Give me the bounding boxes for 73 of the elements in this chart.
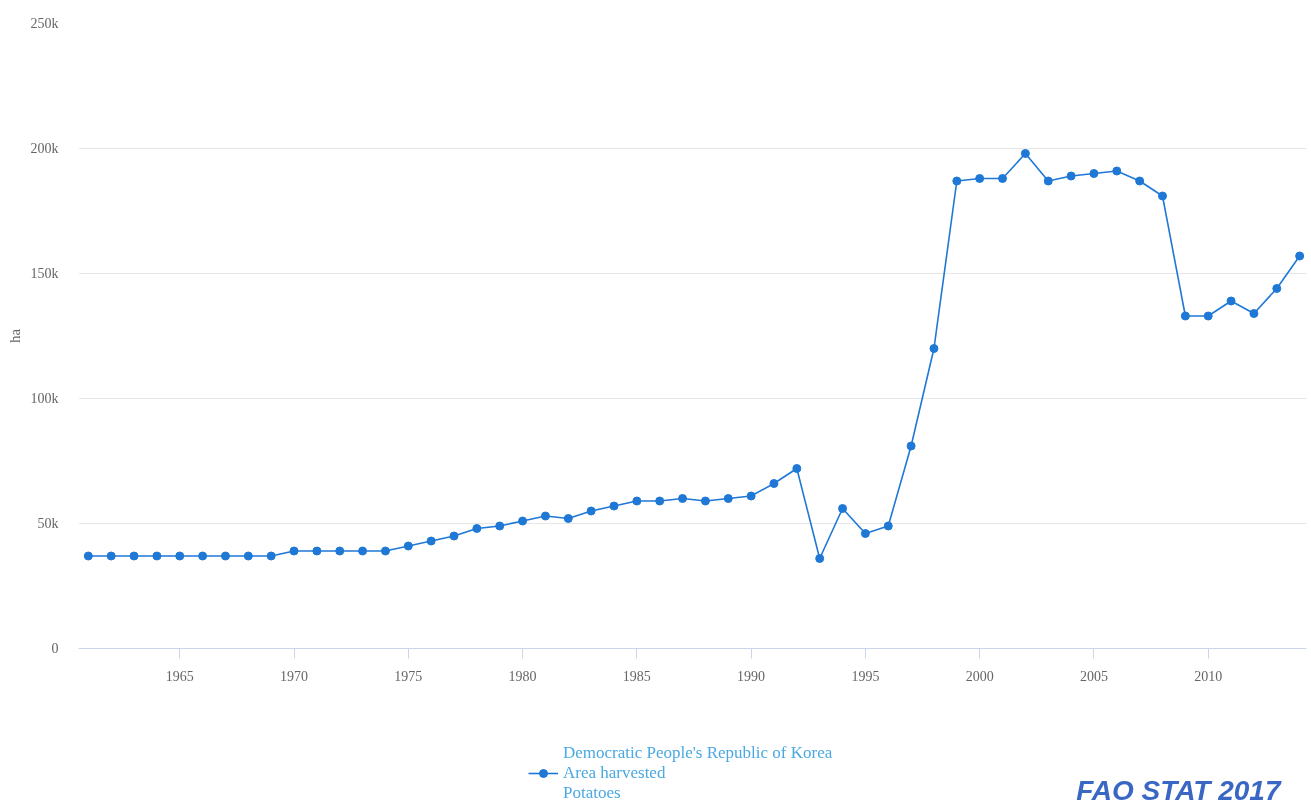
x-tick-label: 1990 [737,668,766,684]
x-tick-label: 1995 [851,668,880,684]
point [792,464,802,473]
point [1180,311,1190,321]
point [449,531,459,541]
point [1112,166,1122,176]
point [266,551,276,561]
point [1043,176,1053,186]
point [769,479,779,488]
y-tick-label: 50k [37,516,59,531]
point [518,516,528,526]
x-tick-label: 1975 [394,668,423,684]
point [998,174,1008,183]
x-tick-label: 1980 [508,668,537,684]
y-axis-title: ha [6,328,23,344]
point [746,491,756,501]
x-tick-label: 1965 [165,668,194,684]
point [678,494,688,503]
point [632,496,642,506]
point [380,546,390,556]
point [335,546,345,556]
point [1203,311,1213,321]
text: FAO STAT 2017 [1076,774,1282,806]
point [929,344,939,353]
x-tick-label: 2010 [1194,668,1223,684]
y-tick-label: 100k [30,391,59,406]
point [586,506,596,516]
point [883,521,893,531]
y-tick-label: 250k [30,16,59,31]
point [1020,149,1030,158]
point [289,546,299,556]
point [426,536,436,546]
point [198,551,208,561]
point [83,551,93,561]
point [860,529,870,538]
point [1272,284,1282,293]
y-tick-label: 150k [30,266,59,281]
point [129,551,139,561]
point [1249,309,1259,318]
point [243,551,253,561]
point [175,551,185,561]
point [1135,176,1145,186]
x-tick-label: 2000 [965,668,994,684]
y-tick-label: 0 [51,641,59,656]
point [220,551,230,561]
point [1089,169,1099,178]
point [1226,296,1236,306]
point [152,551,162,561]
point [358,546,368,556]
point [906,441,916,451]
y-tick-label: 200k [30,141,59,156]
point [472,524,482,533]
point [609,501,619,511]
x-tick-label: 1985 [622,668,651,684]
point [838,504,848,513]
point [563,514,573,523]
point [700,496,710,506]
point [495,521,505,531]
legend-label: Democratic People's Republic of Korea Area harvested Potatoes [563,743,833,803]
x-tick-label: 1970 [280,668,309,684]
point [723,494,733,503]
point [952,176,962,186]
point [1295,251,1305,261]
point [655,496,665,506]
point [815,554,825,563]
point [975,174,985,183]
point [1066,171,1076,181]
point [106,551,116,561]
point [312,546,322,556]
point [540,511,550,521]
x-tick-label: 2005 [1079,668,1108,684]
point [1158,191,1168,201]
point [403,541,413,551]
